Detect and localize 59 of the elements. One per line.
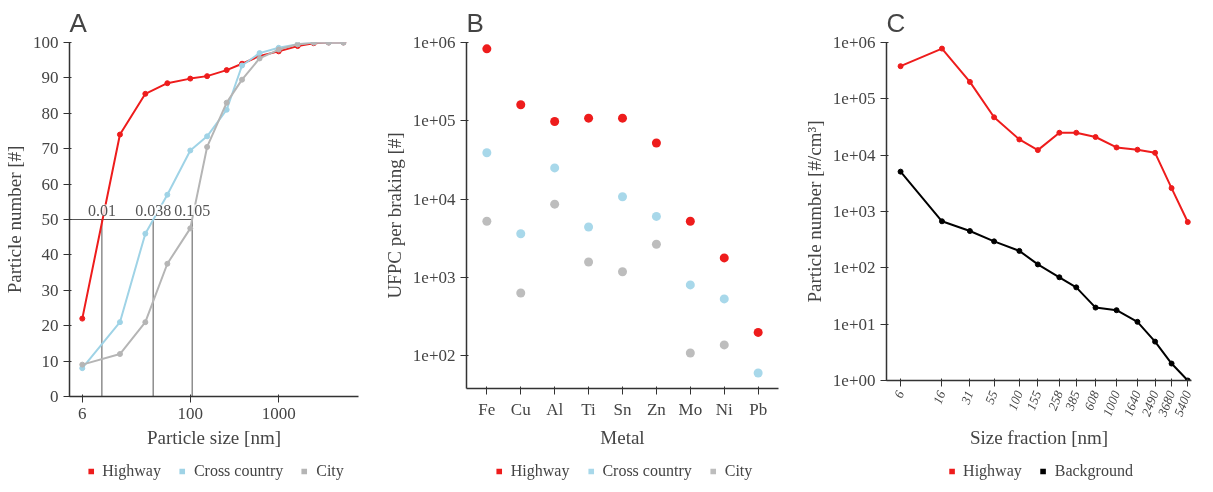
annotation: 0.01 [87,201,116,219]
y-tick-label: 1e+00 [832,371,876,390]
x-tick-label: Ni [715,399,734,419]
y-axis-title: Particle number [#/cm³] [803,120,825,303]
y-tick-label: 50 [41,210,59,229]
x-tick-label: 6 [890,388,908,401]
x-tick-label: Cu [510,399,532,419]
x-tick-label: 55 [981,388,1001,407]
y-tick-label: 1e+06 [832,33,876,52]
x-tick-label: Sn [613,399,632,419]
chart-title: A [69,7,88,38]
legend-label: Cross country [602,462,692,480]
x-tick-label: 31 [957,388,977,408]
legend-label: Highway [963,462,1022,480]
y-tick-label: 60 [41,174,59,194]
y-tick-label: 30 [41,280,59,300]
chart-title: B [466,7,484,38]
chart-title: C [886,7,906,38]
x-tick-label: Zn [646,399,667,419]
x-tick-label: Al [546,399,564,419]
y-axis-title: Particle number [#] [4,145,25,294]
y-tick-label: 1e+02 [832,258,876,278]
x-axis-title: Particle size [nm] [147,426,282,448]
y-tick-label: 1e+01 [832,314,876,334]
y-tick-label: 70 [41,139,59,159]
y-tick-label: 1e+03 [832,202,876,221]
x-tick-label: 1000 [261,403,296,423]
x-tick-label: Pb [749,399,768,419]
y-tick-label: 1e+05 [412,111,456,131]
y-tick-label: 1e+06 [412,33,456,52]
legend-label: City [724,462,753,480]
x-tick-label: Mo [678,399,703,419]
y-tick-label: 40 [41,245,59,265]
y-tick-label: 1e+04 [412,189,456,209]
legend-label: Highway [102,462,161,480]
legend-label: Background [1054,462,1133,480]
legend-label: City [316,462,344,480]
y-tick-label: 1e+02 [412,346,456,366]
x-tick-label: 16 [929,388,949,407]
x-tick-label: 6 [78,403,87,423]
y-tick-label: 80 [41,103,59,123]
annotation: 0.105 [174,201,211,219]
y-tick-label: 10 [41,351,59,371]
x-axis-title: Size fraction [nm] [969,426,1109,448]
y-tick-label: 1e+05 [832,89,876,109]
y-tick-label: 1e+04 [832,145,876,165]
y-axis-title: UFPC per braking [#] [383,132,405,299]
y-tick-label: 90 [41,68,59,88]
annotation: 0.038 [135,201,172,219]
y-tick-label: 0 [50,387,59,406]
y-tick-label: 100 [33,33,59,52]
legend-label: Cross country [193,462,284,480]
y-tick-label: 20 [41,316,59,336]
legend-label: Highway [510,462,570,480]
y-tick-label: 1e+03 [412,267,456,287]
x-tick-label: Ti [581,399,597,419]
x-axis-title: Metal [600,426,645,448]
x-tick-label: 100 [177,403,204,423]
x-tick-label: Fe [478,399,496,419]
